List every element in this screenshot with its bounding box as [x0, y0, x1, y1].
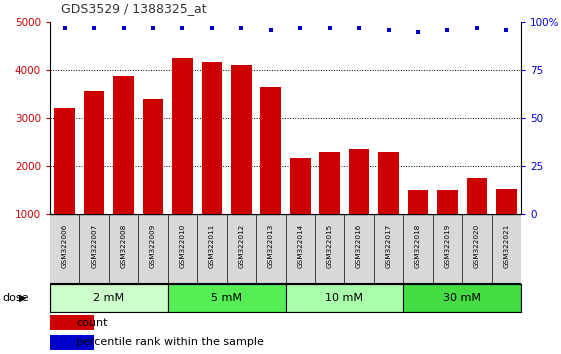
Bar	[231, 65, 252, 214]
Text: dose: dose	[3, 293, 29, 303]
Text: 30 mM: 30 mM	[443, 293, 481, 303]
Bar	[142, 99, 163, 214]
Point	[384, 27, 393, 33]
Text: GSM322021: GSM322021	[503, 223, 509, 268]
Point	[266, 27, 275, 33]
Bar	[408, 190, 428, 214]
Text: ▶: ▶	[19, 293, 26, 303]
Text: percentile rank within the sample: percentile rank within the sample	[76, 337, 264, 347]
Text: GSM322010: GSM322010	[180, 223, 186, 268]
Text: GSM322014: GSM322014	[297, 223, 303, 268]
Bar	[113, 76, 134, 214]
Bar	[260, 87, 281, 214]
Point	[149, 25, 158, 30]
Bar	[201, 62, 222, 214]
Bar	[349, 149, 369, 214]
Bar	[319, 152, 340, 214]
Point	[296, 25, 305, 30]
Text: GSM322016: GSM322016	[356, 223, 362, 268]
Text: count: count	[76, 318, 107, 327]
Point	[208, 25, 217, 30]
Bar	[172, 58, 193, 214]
Bar	[496, 189, 517, 214]
Text: GSM322013: GSM322013	[268, 223, 274, 268]
Text: GSM322007: GSM322007	[91, 223, 97, 268]
Point	[443, 27, 452, 33]
Bar	[50, 284, 168, 312]
Text: GSM322015: GSM322015	[327, 223, 333, 268]
Text: GSM322008: GSM322008	[121, 223, 127, 268]
Text: GSM322018: GSM322018	[415, 223, 421, 268]
Text: GSM322009: GSM322009	[150, 223, 156, 268]
Bar	[84, 91, 104, 214]
Point	[325, 25, 334, 30]
Text: GSM322011: GSM322011	[209, 223, 215, 268]
Point	[119, 25, 128, 30]
Point	[502, 27, 511, 33]
Point	[237, 25, 246, 30]
Point	[90, 25, 99, 30]
Text: GSM322019: GSM322019	[444, 223, 450, 268]
Bar	[437, 189, 458, 214]
Point	[178, 25, 187, 30]
Text: GSM322006: GSM322006	[62, 223, 68, 268]
Point	[413, 29, 422, 34]
Text: 5 mM: 5 mM	[211, 293, 242, 303]
Text: GSM322017: GSM322017	[385, 223, 392, 268]
Bar	[54, 108, 75, 214]
Point	[60, 25, 69, 30]
Bar	[290, 158, 311, 214]
Bar	[286, 284, 403, 312]
Point	[355, 25, 364, 30]
Bar	[50, 335, 94, 350]
Bar	[467, 177, 487, 214]
Text: GDS3529 / 1388325_at: GDS3529 / 1388325_at	[61, 2, 207, 15]
Bar	[403, 284, 521, 312]
Point	[472, 25, 481, 30]
Text: GSM322012: GSM322012	[238, 223, 245, 268]
Text: GSM322020: GSM322020	[474, 223, 480, 268]
Text: 2 mM: 2 mM	[93, 293, 125, 303]
Bar	[50, 315, 94, 330]
Text: 10 mM: 10 mM	[325, 293, 364, 303]
Bar	[168, 284, 286, 312]
Bar	[378, 152, 399, 214]
